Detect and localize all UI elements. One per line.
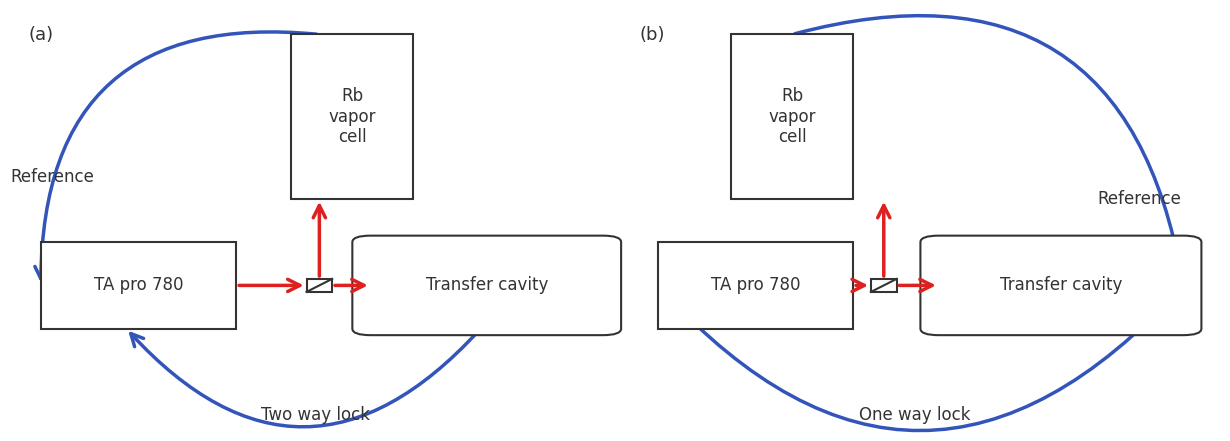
Text: Rb
vapor
cell: Rb vapor cell <box>328 87 376 146</box>
Text: Reference: Reference <box>1097 190 1182 208</box>
Text: (a): (a) <box>28 26 54 44</box>
FancyBboxPatch shape <box>658 242 854 329</box>
Text: Transfer cavity: Transfer cavity <box>426 277 547 295</box>
Text: Two way lock: Two way lock <box>261 406 370 424</box>
Text: TA pro 780: TA pro 780 <box>93 277 183 295</box>
FancyBboxPatch shape <box>41 242 236 329</box>
Text: (b): (b) <box>640 26 665 44</box>
FancyBboxPatch shape <box>292 34 413 199</box>
Text: Reference: Reference <box>10 168 95 186</box>
Polygon shape <box>871 279 897 292</box>
Text: One way lock: One way lock <box>859 406 970 424</box>
Polygon shape <box>306 279 332 292</box>
Text: Rb
vapor
cell: Rb vapor cell <box>769 87 815 146</box>
FancyBboxPatch shape <box>352 235 621 335</box>
FancyBboxPatch shape <box>920 235 1202 335</box>
Text: Transfer cavity: Transfer cavity <box>1000 277 1122 295</box>
Text: TA pro 780: TA pro 780 <box>711 277 801 295</box>
FancyBboxPatch shape <box>731 34 854 199</box>
